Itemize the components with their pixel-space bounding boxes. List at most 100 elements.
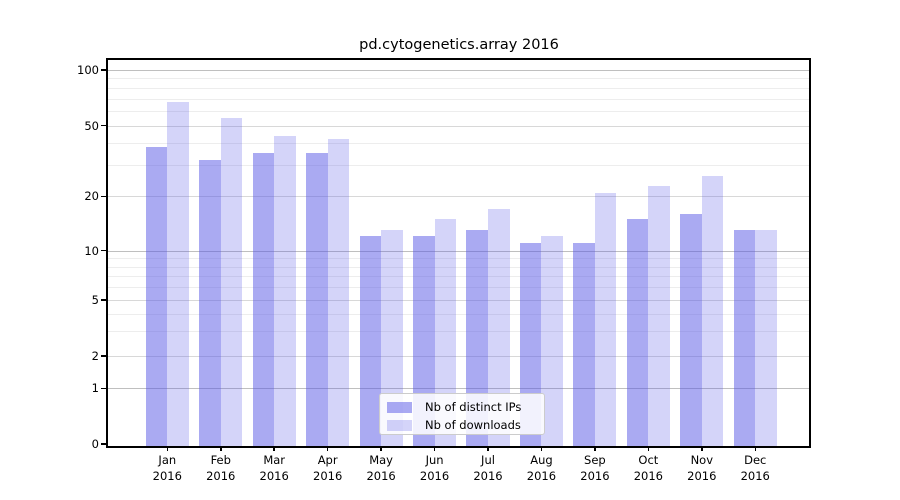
y-tick-mark: [101, 443, 106, 445]
x-tick-month: Nov: [690, 453, 714, 467]
major-gridline: [108, 70, 809, 71]
bar-distinct-ips: [359, 236, 382, 446]
x-tick-month: Apr: [317, 453, 338, 467]
x-tick-label: Apr 2016: [298, 453, 358, 484]
major-gridline: [108, 250, 809, 252]
chart-title: pd.cytogenetics.array 2016: [359, 37, 559, 53]
x-tick-year: 2016: [526, 468, 557, 483]
x-tick-mark: [273, 446, 275, 451]
legend-label-distinct-ips: Nb of distinct IPs: [425, 399, 522, 414]
x-tick-mark: [647, 446, 650, 451]
legend: Nb of distinct IPs Nb of downloads: [379, 393, 545, 435]
bar-distinct-ips: [466, 230, 488, 446]
bar-downloads: [327, 139, 350, 446]
minor-gridline: [108, 98, 809, 100]
y-tick-mark: [101, 299, 106, 301]
bar-downloads: [381, 230, 403, 446]
y-tick-label: 50: [84, 118, 99, 133]
major-gridline: [108, 300, 809, 301]
x-tick-mark: [433, 446, 436, 451]
x-tick-label: Nov 2016: [672, 453, 732, 484]
legend-swatch-distinct-ips-icon: [387, 401, 412, 413]
bar-distinct-ips: [199, 160, 221, 446]
y-tick-label: 10: [84, 243, 99, 258]
y-tick-label: 20: [84, 189, 99, 204]
x-tick-month: Oct: [638, 453, 659, 467]
minor-gridline: [108, 87, 809, 89]
major-gridline: [108, 196, 809, 198]
x-tick-year: 2016: [633, 468, 663, 483]
x-tick-label: Aug 2016: [511, 453, 571, 484]
y-tick-label: 100: [77, 63, 99, 77]
x-tick-year: 2016: [366, 468, 396, 483]
minor-gridline: [108, 111, 809, 113]
x-tick-label: Dec 2016: [725, 453, 785, 484]
bar-downloads: [755, 230, 777, 446]
x-tick-mark: [701, 446, 703, 451]
bar-distinct-ips: [573, 243, 595, 446]
legend-item-downloads: Nb of downloads: [387, 417, 538, 433]
x-tick-year: 2016: [313, 468, 343, 483]
x-tick-label: Feb 2016: [191, 453, 251, 484]
x-tick-month: Sep: [584, 453, 606, 467]
bar-downloads: [167, 102, 189, 446]
minor-gridline: [108, 266, 809, 268]
x-tick-year: 2016: [740, 468, 770, 483]
x-tick-mark: [380, 446, 382, 451]
y-tick-label: 5: [91, 293, 99, 307]
x-tick-mark: [594, 446, 596, 451]
x-tick-month: Dec: [744, 453, 767, 467]
x-tick-month: Feb: [210, 453, 231, 467]
x-tick-year: 2016: [419, 468, 450, 483]
minor-gridline: [108, 287, 809, 289]
bar-downloads: [434, 218, 457, 446]
minor-gridline: [108, 276, 809, 278]
y-tick-mark: [101, 387, 106, 390]
x-tick-mark: [540, 446, 543, 451]
major-gridline: [108, 388, 809, 390]
x-tick-month: Jan: [158, 453, 177, 467]
x-tick-label: Jun 2016: [405, 453, 465, 484]
x-tick-mark: [220, 446, 222, 451]
x-tick-year: 2016: [152, 468, 182, 483]
y-tick-mark: [101, 355, 106, 357]
x-tick-mark: [754, 446, 756, 451]
x-tick-month: May: [369, 453, 393, 467]
minor-gridline: [108, 165, 809, 167]
legend-label-downloads: Nb of downloads: [425, 417, 521, 432]
bar-downloads: [648, 185, 670, 446]
y-tick-label: 1: [91, 381, 99, 396]
major-gridline: [108, 356, 809, 357]
bar-downloads: [488, 209, 510, 446]
plot-area: [108, 60, 809, 446]
x-tick-year: 2016: [687, 468, 717, 483]
bar-downloads: [274, 135, 296, 446]
bar-downloads: [541, 236, 564, 446]
x-tick-month: Aug: [530, 453, 553, 467]
x-tick-mark: [326, 446, 329, 451]
y-tick-mark: [101, 195, 106, 198]
y-tick-label: 0: [91, 437, 99, 451]
bar-downloads: [220, 118, 243, 446]
minor-gridline: [108, 331, 809, 333]
y-tick-mark: [101, 124, 106, 127]
y-tick-label: 2: [91, 349, 99, 363]
bar-distinct-ips: [145, 146, 168, 446]
y-tick-mark: [101, 69, 106, 71]
y-tick-mark: [101, 249, 106, 252]
bar-distinct-ips: [252, 153, 275, 446]
x-tick-year: 2016: [473, 468, 503, 483]
x-tick-year: 2016: [259, 468, 289, 483]
x-tick-label: Oct 2016: [618, 453, 678, 484]
x-tick-label: Jan 2016: [137, 453, 197, 484]
minor-gridline: [108, 142, 809, 144]
x-tick-mark: [487, 446, 489, 451]
x-tick-label: Mar 2016: [244, 453, 304, 484]
x-tick-label: May 2016: [351, 453, 411, 484]
major-gridline: [108, 125, 809, 127]
x-tick-month: Mar: [263, 453, 286, 467]
x-tick-year: 2016: [580, 468, 610, 483]
minor-gridline: [108, 313, 809, 315]
x-tick-label: Sep 2016: [565, 453, 625, 484]
